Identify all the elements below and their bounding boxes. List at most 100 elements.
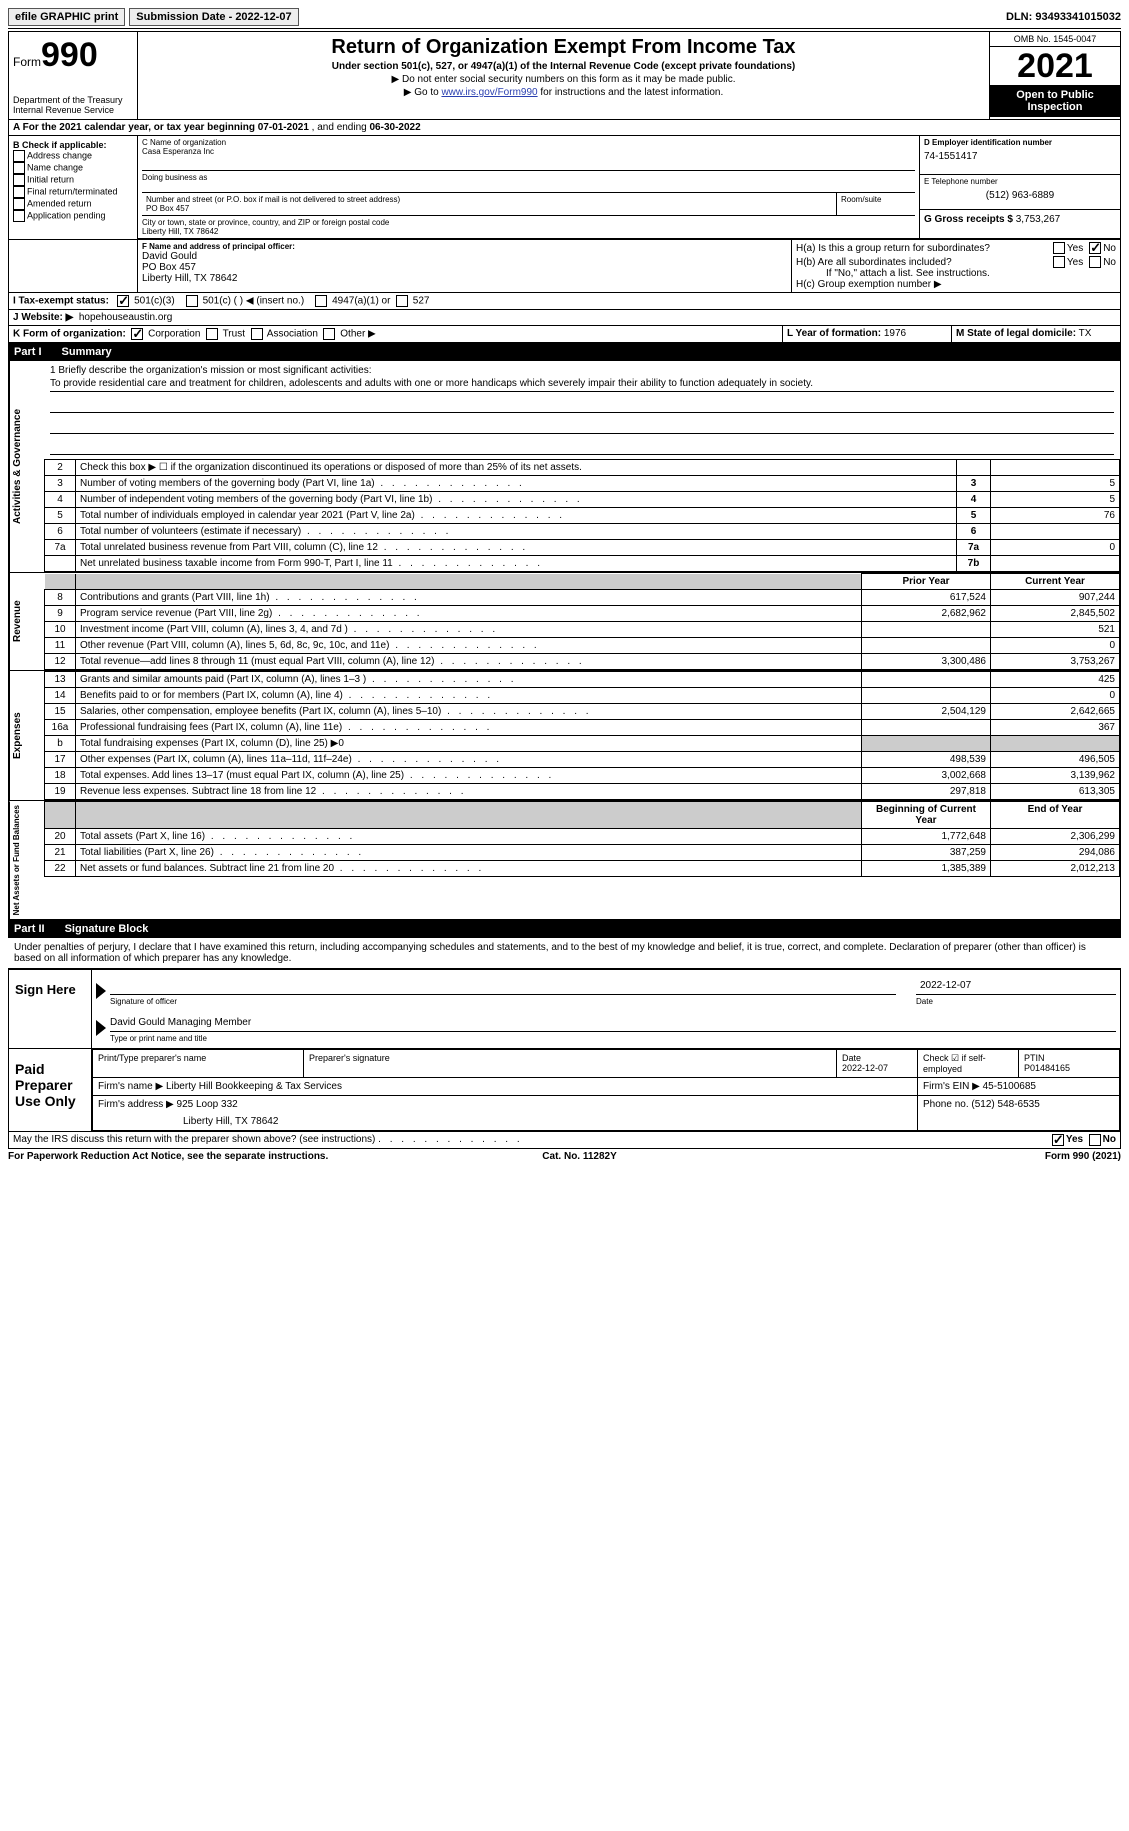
paid-preparer-label: Paid Preparer Use Only xyxy=(9,1049,92,1131)
part-ii-header: Part II Signature Block xyxy=(8,920,1121,938)
org-address: PO Box 457 xyxy=(146,204,189,213)
irs-link[interactable]: www.irs.gov/Form990 xyxy=(441,87,537,98)
lbl-name-change: Name change xyxy=(27,162,83,172)
tax-year-begin: 07-01-2021 xyxy=(258,122,309,133)
opt-trust: Trust xyxy=(223,329,245,340)
form-subtitle: Under section 501(c), 527, or 4947(a)(1)… xyxy=(148,61,979,72)
firm-ein-label: Firm's EIN ▶ xyxy=(923,1081,980,1092)
line-num: 5 xyxy=(45,508,76,524)
line-desc: Number of voting members of the governin… xyxy=(76,476,957,492)
discuss-question: May the IRS discuss this return with the… xyxy=(13,1134,375,1145)
line-box: 3 xyxy=(957,476,991,492)
curr-val: 907,244 xyxy=(991,590,1120,606)
mission-block: 1 Briefly describe the organization's mi… xyxy=(44,361,1120,459)
sign-arrow-icon xyxy=(96,983,106,999)
line-desc: Total number of volunteers (estimate if … xyxy=(76,524,957,540)
cb-initial-return[interactable] xyxy=(13,174,25,186)
cb-amended-return[interactable] xyxy=(13,198,25,210)
line-num xyxy=(45,556,76,572)
org-name: Casa Esperanza Inc xyxy=(142,147,214,156)
box-e-label: E Telephone number xyxy=(924,177,1116,186)
prep-date-value: 2022-12-07 xyxy=(842,1063,888,1073)
cb-address-change[interactable] xyxy=(13,150,25,162)
part-i-header: Part I Summary xyxy=(8,343,1121,361)
sign-arrow-icon-2 xyxy=(96,1020,106,1036)
line-val: 5 xyxy=(991,476,1120,492)
penalty-statement: Under penalties of perjury, I declare th… xyxy=(8,938,1121,969)
efile-top-bar: efile GRAPHIC print Submission Date - 20… xyxy=(8,8,1121,29)
line-desc: Revenue less expenses. Subtract line 18 … xyxy=(76,784,862,800)
cb-corporation[interactable] xyxy=(131,328,143,340)
line-num: 10 xyxy=(45,622,76,638)
form-title: Return of Organization Exempt From Incom… xyxy=(148,36,979,59)
prior-year-header: Prior Year xyxy=(862,574,991,590)
prior-val: 387,259 xyxy=(862,845,991,861)
prior-val: 617,524 xyxy=(862,590,991,606)
efile-print-button[interactable]: efile GRAPHIC print xyxy=(8,8,125,26)
officer-name-title: David Gould Managing Member xyxy=(110,1017,251,1028)
cb-name-change[interactable] xyxy=(13,162,25,174)
line-box: 5 xyxy=(957,508,991,524)
opt-corp: Corporation xyxy=(148,329,200,340)
part-ii-title: Signature Block xyxy=(65,923,149,935)
ssn-note: ▶ Do not enter social security numbers o… xyxy=(148,74,979,85)
line-desc: Total assets (Part X, line 16) xyxy=(76,829,862,845)
line-klm: K Form of organization: Corporation Trus… xyxy=(8,326,1121,343)
prior-val: 498,539 xyxy=(862,752,991,768)
line-num: 17 xyxy=(45,752,76,768)
line-i-status: I Tax-exempt status: 501(c)(3) 501(c) ( … xyxy=(8,293,1121,310)
curr-val: 613,305 xyxy=(991,784,1120,800)
line-num: 14 xyxy=(45,688,76,704)
firm-phone-value: (512) 548-6535 xyxy=(971,1099,1039,1110)
line-num: 9 xyxy=(45,606,76,622)
net-assets-table: Beginning of Current Year End of Year20 … xyxy=(44,801,1120,877)
prep-date-label: Date xyxy=(842,1053,861,1063)
cb-hb-no[interactable] xyxy=(1089,256,1101,268)
box-g-label: G Gross receipts $ xyxy=(924,214,1013,225)
cb-discuss-no[interactable] xyxy=(1089,1134,1101,1146)
cb-final-return[interactable] xyxy=(13,186,25,198)
officer-name: David Gould xyxy=(142,251,787,262)
cb-ha-no[interactable] xyxy=(1089,242,1101,254)
prior-val xyxy=(862,688,991,704)
part-i-name: Part I xyxy=(14,346,42,358)
opt-4947: 4947(a)(1) or xyxy=(332,296,390,307)
cb-501c3[interactable] xyxy=(117,295,129,307)
expenses-section: Expenses 13 Grants and similar amounts p… xyxy=(8,671,1121,801)
prior-val: 1,385,389 xyxy=(862,861,991,877)
firm-addr-2: Liberty Hill, TX 78642 xyxy=(183,1116,278,1127)
ha-no: No xyxy=(1103,243,1116,254)
cb-application-pending[interactable] xyxy=(13,210,25,222)
prep-sig-label: Preparer's signature xyxy=(309,1053,390,1063)
line-desc: Total revenue—add lines 8 through 11 (mu… xyxy=(76,654,862,670)
form-header: Form990 Department of the Treasury Inter… xyxy=(8,31,1121,120)
submission-date-button[interactable]: Submission Date - 2022-12-07 xyxy=(129,8,298,26)
line-desc: Total unrelated business revenue from Pa… xyxy=(76,540,957,556)
cb-ha-yes[interactable] xyxy=(1053,242,1065,254)
goto-note: ▶ Go to www.irs.gov/Form990 for instruct… xyxy=(148,87,979,98)
line-num: 20 xyxy=(45,829,76,845)
cb-4947[interactable] xyxy=(315,295,327,307)
cb-trust[interactable] xyxy=(206,328,218,340)
line-j-website: J Website: ▶ hopehouseaustin.org xyxy=(8,310,1121,326)
curr-val: 0 xyxy=(991,688,1120,704)
line-val: 0 xyxy=(991,540,1120,556)
box-l-label: L Year of formation: xyxy=(787,328,881,339)
line-box: 4 xyxy=(957,492,991,508)
cb-association[interactable] xyxy=(251,328,263,340)
signature-label: Signature of officer xyxy=(110,997,177,1006)
line-val xyxy=(991,524,1120,540)
box-f-label: F Name and address of principal officer: xyxy=(142,242,295,251)
cb-hb-yes[interactable] xyxy=(1053,256,1065,268)
cb-501c[interactable] xyxy=(186,295,198,307)
cb-527[interactable] xyxy=(396,295,408,307)
cb-other[interactable] xyxy=(323,328,335,340)
expenses-table: 13 Grants and similar amounts paid (Part… xyxy=(44,671,1120,800)
section-b-g: B Check if applicable: Address change Na… xyxy=(8,136,1121,240)
cb-discuss-yes[interactable] xyxy=(1052,1134,1064,1146)
col-b-checkboxes: B Check if applicable: Address change Na… xyxy=(9,136,138,239)
curr-val: 2,845,502 xyxy=(991,606,1120,622)
curr-val: 496,505 xyxy=(991,752,1120,768)
date-label: Date xyxy=(916,997,933,1006)
room-label: Room/suite xyxy=(837,193,915,215)
